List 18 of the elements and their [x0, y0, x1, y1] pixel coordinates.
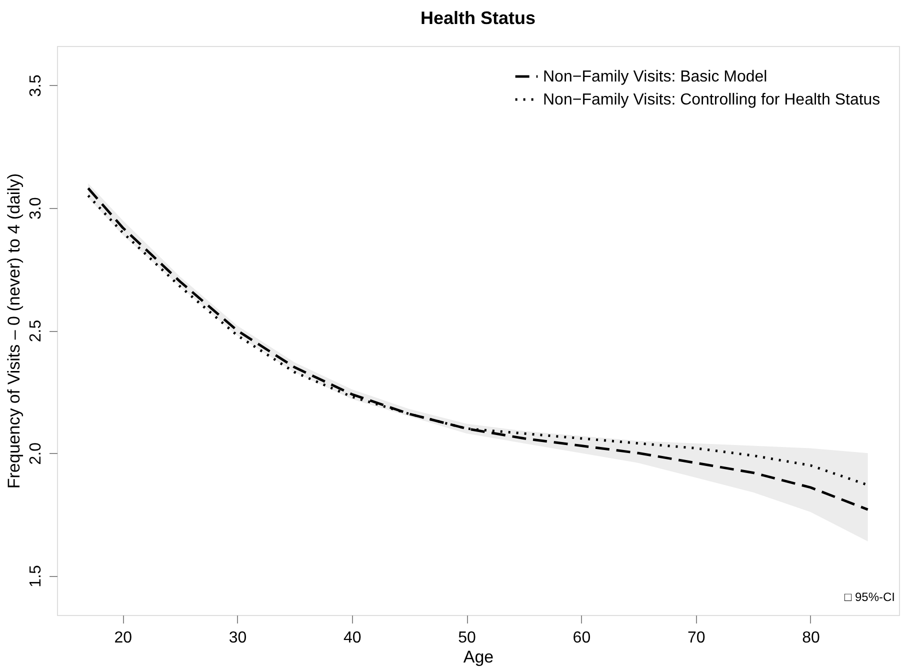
- annotation: □ 95%-CI: [844, 590, 895, 604]
- chart-title: Health Status: [420, 8, 536, 28]
- y-tick-label: 2.0: [28, 442, 44, 465]
- legend-label: Non−Family Visits: Controlling for Health Status: [543, 92, 880, 108]
- x-axis-title: Age: [463, 648, 494, 666]
- x-tick-label: 20: [114, 630, 132, 646]
- y-tick-label: 2.5: [28, 320, 44, 342]
- y-tick-label: 3.0: [28, 197, 44, 220]
- y-axis-title: Frequency of Visits – 0 (never) to 4 (daily): [4, 173, 24, 489]
- y-tick-label: 1.5: [28, 565, 44, 588]
- legend-label: Non−Family Visits: Basic Model: [543, 68, 768, 86]
- x-tick-label: 30: [228, 630, 247, 646]
- x-tick-label: 80: [802, 630, 820, 646]
- x-tick-label: 40: [343, 630, 362, 646]
- x-tick-label: 60: [572, 630, 591, 646]
- y-tick-label: 3.5: [28, 74, 44, 97]
- x-tick-label: 50: [458, 630, 476, 646]
- x-tick-label: 70: [687, 630, 706, 646]
